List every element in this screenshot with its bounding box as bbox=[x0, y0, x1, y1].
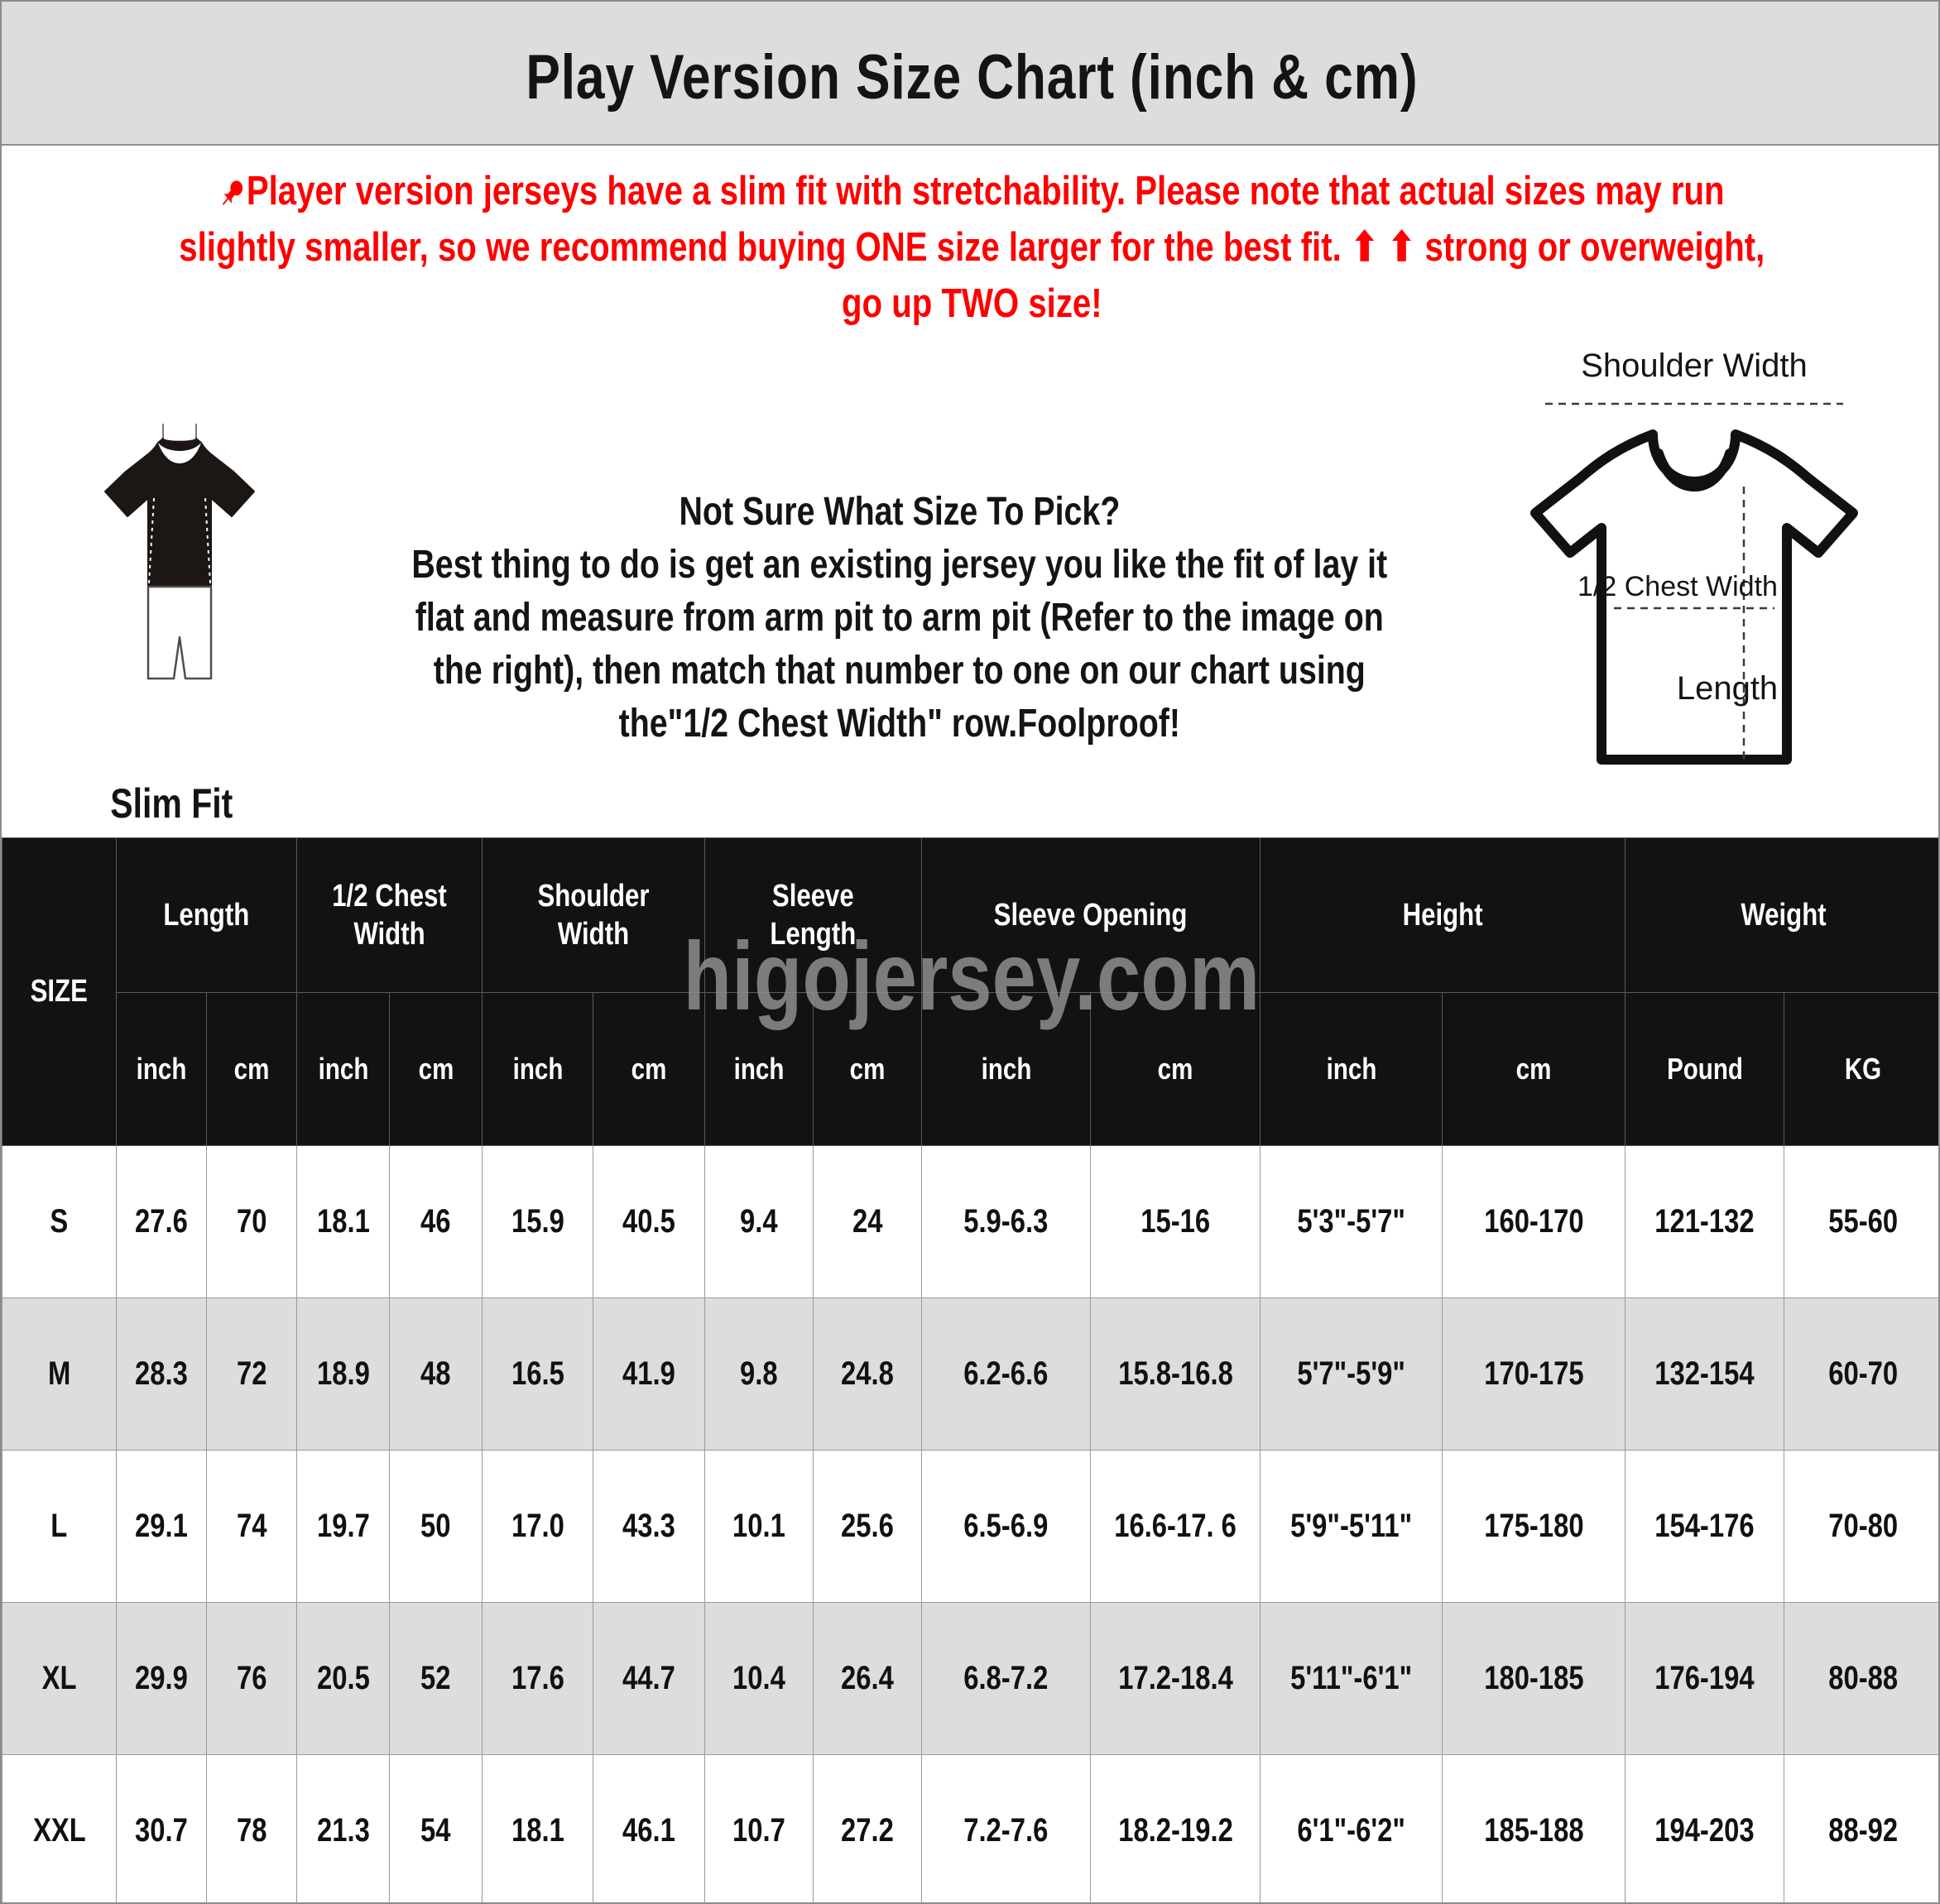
svg-text:1/2 Chest Width: 1/2 Chest Width bbox=[1577, 571, 1778, 602]
svg-text:Length: Length bbox=[1677, 670, 1778, 707]
